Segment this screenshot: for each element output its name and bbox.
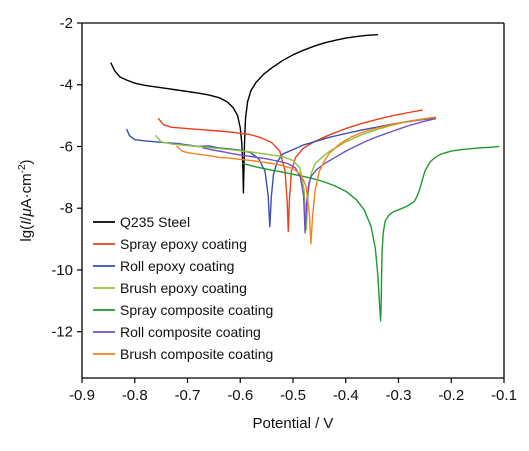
y-tick-label: -10 (51, 262, 73, 279)
y-title-part-slash: / (18, 216, 35, 221)
series-line-spray-epoxy-coating (157, 109, 423, 233)
legend-label: Spray composite coating (120, 302, 273, 318)
series-line-q235-steel (110, 34, 379, 194)
y-title-part-close: ) (18, 159, 35, 164)
x-axis-ticks: -0.9 -0.8 -0.7 -0.6 -0.5 -0.4 -0.3 -0.2 -0.1 (69, 378, 517, 404)
plot-frame (81, 22, 505, 379)
x-tick-label: -0.4 (333, 387, 359, 404)
y-tick-label: -2 (60, 15, 73, 32)
y-tick-label: -12 (51, 324, 73, 341)
series-line-roll-composite-coating (202, 117, 437, 234)
legend: Q235 Steel Spray epoxy coating Roll epoxy … (93, 214, 273, 362)
x-axis-title: Potential / V (253, 415, 334, 432)
series-line-brush-composite-coating (176, 116, 437, 245)
y-title-part-open: lg( (18, 225, 35, 242)
legend-label: Roll composite coating (120, 324, 261, 340)
x-tick-label: -0.6 (227, 387, 253, 404)
x-tick-label: -0.8 (122, 387, 148, 404)
x-tick-label: -0.1 (491, 387, 517, 404)
y-title-part-exp: -2 (17, 164, 28, 173)
y-tick-label: -8 (60, 200, 73, 217)
y-title-part-unit: A·cm (18, 173, 35, 208)
legend-label: Brush epoxy coating (120, 280, 247, 296)
x-tick-label: -0.9 (69, 387, 95, 404)
y-title-part-mu: μ (18, 208, 35, 217)
y-axis-title: lg(I/μA·cm-2) (17, 159, 35, 241)
y-tick-label: -6 (60, 138, 73, 155)
x-tick-label: -0.5 (280, 387, 306, 404)
y-tick-label: -4 (60, 77, 73, 94)
legend-label: Q235 Steel (120, 214, 190, 230)
x-tick-label: -0.7 (175, 387, 201, 404)
legend-label: Roll epoxy coating (120, 258, 234, 274)
series-layer (110, 34, 500, 322)
y-title-part-i: I (18, 221, 35, 225)
legend-label: Brush composite coating (120, 346, 273, 362)
series-line-brush-epoxy-coating (155, 116, 437, 231)
x-tick-label: -0.3 (386, 387, 412, 404)
y-axis-ticks: -2 -4 -6 -8 -10 -12 (51, 15, 82, 341)
series-line-spray-composite-coating (242, 145, 500, 322)
x-tick-label: -0.2 (438, 387, 464, 404)
legend-label: Spray epoxy coating (120, 236, 247, 252)
